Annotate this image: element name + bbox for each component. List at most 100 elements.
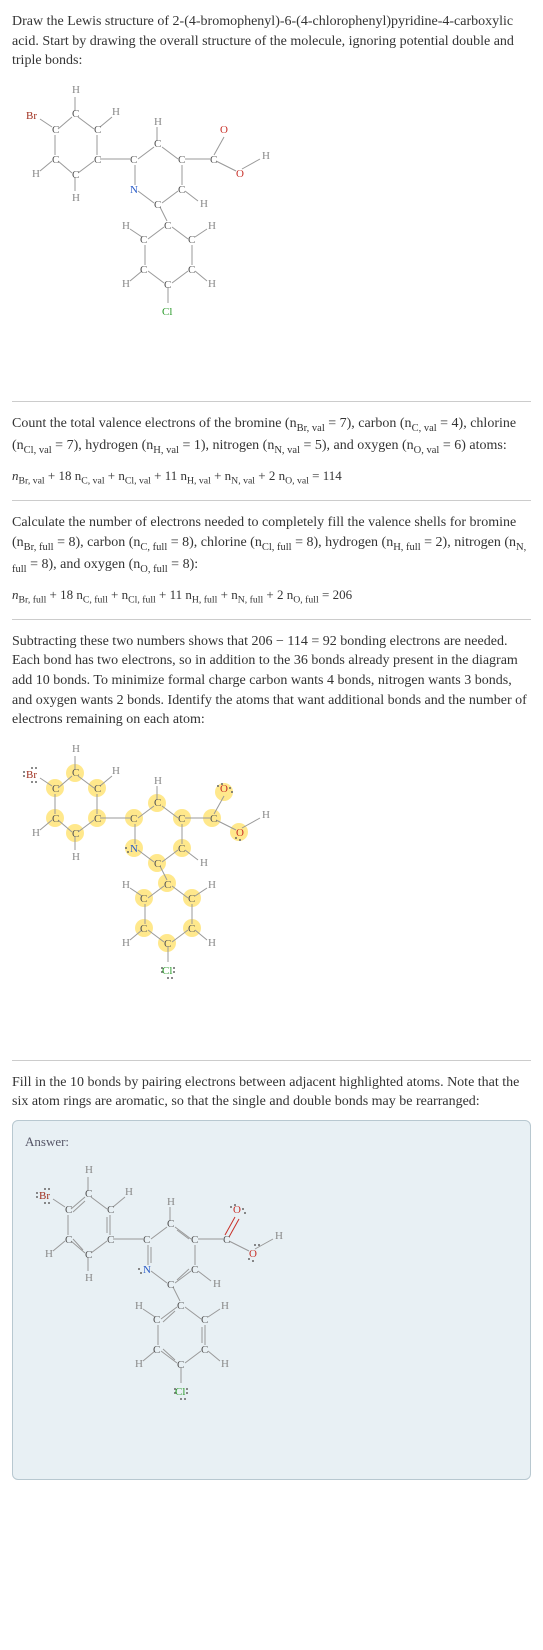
fill-text: Fill in the 10 bonds by pairing electron… bbox=[12, 1073, 531, 1112]
svg-text:C: C bbox=[94, 124, 101, 136]
svg-text:C: C bbox=[191, 1234, 198, 1246]
svg-text:H: H bbox=[85, 1164, 93, 1176]
svg-text:C: C bbox=[94, 813, 101, 825]
svg-text:O: O bbox=[236, 168, 244, 180]
svg-text:C: C bbox=[210, 813, 217, 825]
svg-text:H: H bbox=[45, 1248, 53, 1260]
svg-text:C: C bbox=[94, 154, 101, 166]
svg-text:H: H bbox=[208, 220, 216, 232]
svg-text:C: C bbox=[164, 879, 171, 891]
svg-text:C: C bbox=[72, 108, 79, 120]
svg-text:C: C bbox=[52, 124, 59, 136]
svg-text:C: C bbox=[178, 154, 185, 166]
svg-text:C: C bbox=[188, 923, 195, 935]
svg-text:H: H bbox=[200, 198, 208, 210]
svg-text:C: C bbox=[210, 154, 217, 166]
svg-text:H: H bbox=[200, 857, 208, 869]
intro-text: Draw the Lewis structure of 2-(4-bromoph… bbox=[12, 12, 531, 71]
svg-text:H: H bbox=[275, 1230, 283, 1242]
svg-text:C: C bbox=[201, 1344, 208, 1356]
svg-text:C: C bbox=[85, 1249, 92, 1261]
svg-text:C: C bbox=[94, 783, 101, 795]
valence-count-text: Count the total valence electrons of the… bbox=[12, 414, 531, 459]
svg-text:H: H bbox=[122, 937, 130, 949]
divider-2 bbox=[12, 500, 531, 501]
svg-text:H: H bbox=[262, 150, 270, 162]
svg-text:H: H bbox=[122, 220, 130, 232]
svg-text:H: H bbox=[122, 278, 130, 290]
svg-text:H: H bbox=[221, 1358, 229, 1370]
svg-text:C: C bbox=[153, 1314, 160, 1326]
full-formula: nBr, full + 18 nC, full + nCl, full + 11… bbox=[12, 586, 531, 607]
svg-text:C: C bbox=[167, 1218, 174, 1230]
svg-text:H: H bbox=[154, 116, 162, 128]
divider-4 bbox=[12, 1060, 531, 1061]
svg-text:C: C bbox=[85, 1188, 92, 1200]
svg-text:Cl: Cl bbox=[162, 965, 172, 977]
svg-text:C: C bbox=[153, 1344, 160, 1356]
svg-text:N: N bbox=[130, 843, 138, 855]
svg-text:C: C bbox=[130, 813, 137, 825]
svg-text:C: C bbox=[65, 1234, 72, 1246]
svg-text:C: C bbox=[52, 783, 59, 795]
svg-text:H: H bbox=[32, 827, 40, 839]
svg-text:C: C bbox=[72, 169, 79, 181]
svg-text:C: C bbox=[107, 1234, 114, 1246]
svg-text:C: C bbox=[178, 813, 185, 825]
svg-text:C: C bbox=[154, 199, 161, 211]
svg-text:C: C bbox=[167, 1279, 174, 1291]
svg-text:H: H bbox=[135, 1300, 143, 1312]
svg-text:H: H bbox=[112, 765, 120, 777]
svg-text:O: O bbox=[236, 827, 244, 839]
svg-text:H: H bbox=[208, 937, 216, 949]
svg-text:H: H bbox=[125, 1186, 133, 1198]
svg-text:H: H bbox=[72, 192, 80, 204]
svg-text:H: H bbox=[167, 1196, 175, 1208]
svg-text:C: C bbox=[72, 767, 79, 779]
svg-text:C: C bbox=[164, 938, 171, 950]
svg-text:H: H bbox=[72, 743, 80, 755]
svg-text:Cl: Cl bbox=[162, 306, 172, 318]
valence-formula: nBr, val + 18 nC, val + nCl, val + 11 nH… bbox=[12, 467, 531, 488]
svg-text:H: H bbox=[32, 168, 40, 180]
svg-text:N: N bbox=[143, 1264, 151, 1276]
svg-text:C: C bbox=[52, 813, 59, 825]
svg-text:Br: Br bbox=[39, 1190, 50, 1202]
svg-text:H: H bbox=[85, 1272, 93, 1284]
svg-text:H: H bbox=[262, 809, 270, 821]
svg-text:C: C bbox=[178, 843, 185, 855]
svg-text:C: C bbox=[107, 1204, 114, 1216]
divider-1 bbox=[12, 401, 531, 402]
answer-box: Answer: bbox=[12, 1120, 531, 1480]
diagram-answer: Br H CCC CCC HHH CCC CCN HH COOH CCC CCC… bbox=[25, 1159, 325, 1459]
svg-text:H: H bbox=[208, 278, 216, 290]
svg-text:H: H bbox=[208, 879, 216, 891]
svg-text:C: C bbox=[52, 154, 59, 166]
svg-text:C: C bbox=[164, 279, 171, 291]
svg-text:C: C bbox=[140, 234, 147, 246]
svg-text:C: C bbox=[140, 893, 147, 905]
svg-text:C: C bbox=[188, 234, 195, 246]
svg-text:H: H bbox=[72, 851, 80, 863]
svg-text:C: C bbox=[143, 1234, 150, 1246]
svg-text:C: C bbox=[164, 220, 171, 232]
svg-text:C: C bbox=[154, 858, 161, 870]
svg-text:O: O bbox=[220, 124, 228, 136]
svg-text:C: C bbox=[65, 1204, 72, 1216]
svg-text:C: C bbox=[223, 1234, 230, 1246]
svg-text:C: C bbox=[201, 1314, 208, 1326]
svg-text:C: C bbox=[72, 828, 79, 840]
svg-text:O: O bbox=[220, 783, 228, 795]
svg-text:H: H bbox=[72, 84, 80, 96]
svg-text:C: C bbox=[178, 184, 185, 196]
subtract-text: Subtracting these two numbers shows that… bbox=[12, 632, 531, 730]
svg-text:H: H bbox=[221, 1300, 229, 1312]
svg-text:O: O bbox=[233, 1204, 241, 1216]
divider-3 bbox=[12, 619, 531, 620]
svg-text:O: O bbox=[249, 1248, 257, 1260]
svg-text:Cl: Cl bbox=[175, 1386, 185, 1398]
svg-text:C: C bbox=[130, 154, 137, 166]
answer-label: Answer: bbox=[25, 1133, 518, 1151]
svg-text:C: C bbox=[177, 1359, 184, 1371]
svg-text:H: H bbox=[122, 879, 130, 891]
